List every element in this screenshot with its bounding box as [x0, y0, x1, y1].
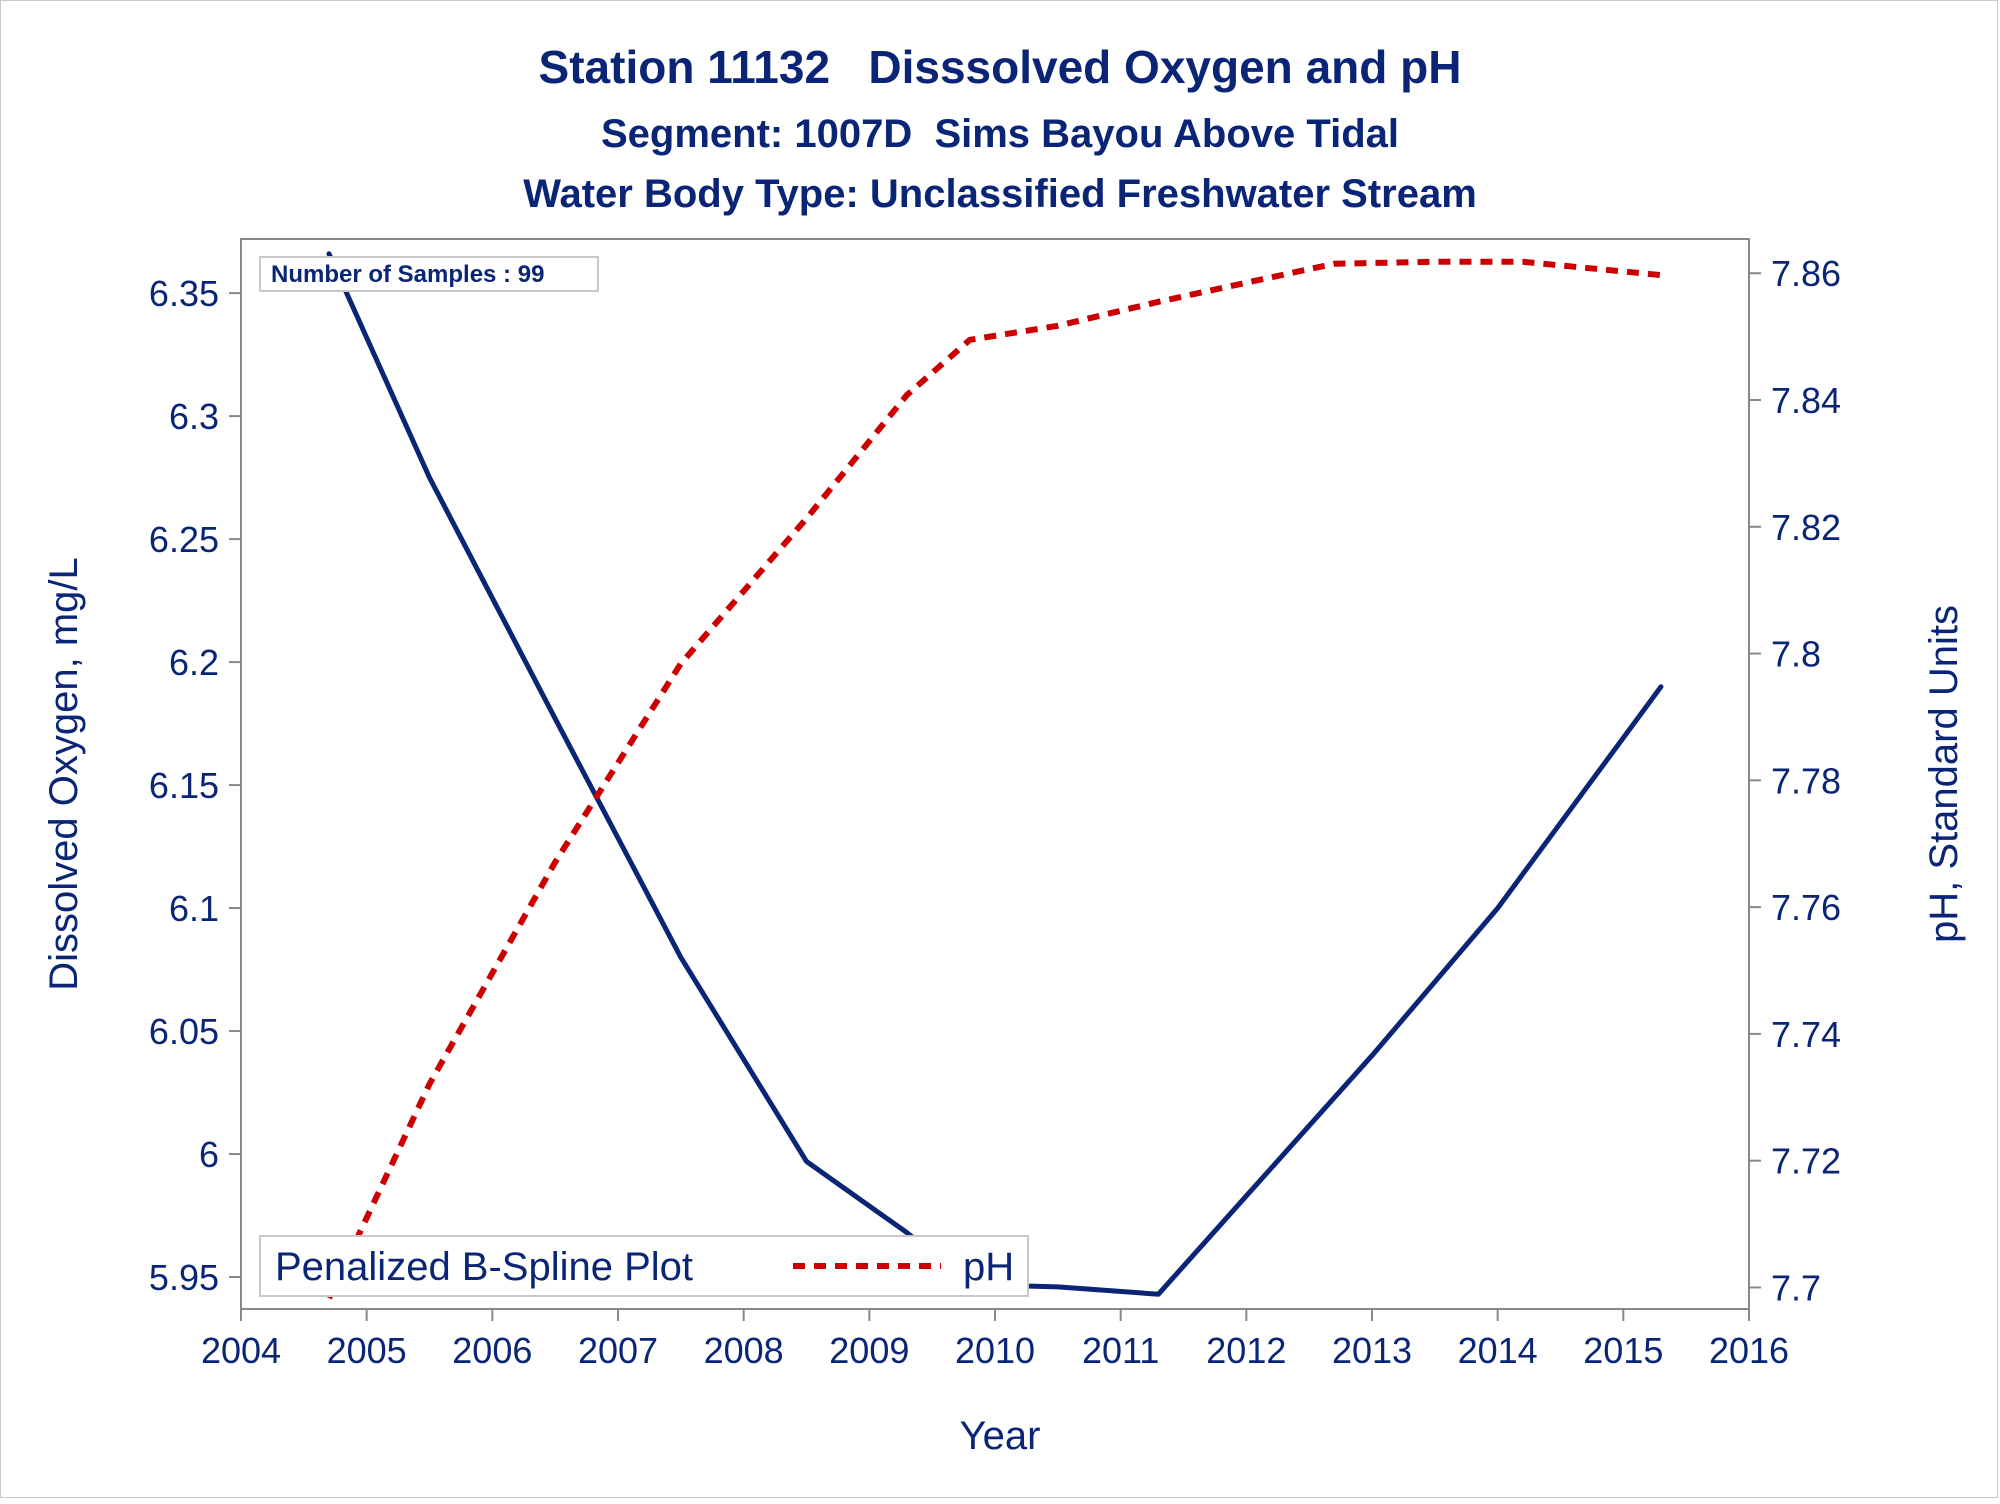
y-tick-label: 6.25 — [149, 519, 219, 560]
plot-area — [240, 238, 1750, 1310]
y2-tick-label: 7.8 — [1771, 634, 1821, 675]
y-tick-label: 6.1 — [169, 888, 219, 929]
y2-tick-label: 7.84 — [1771, 380, 1841, 421]
x-tick-label: 2012 — [1206, 1330, 1286, 1371]
legend-ph-label: pH — [963, 1245, 1014, 1289]
sample-count-box: Number of Samples : 99 — [259, 256, 599, 292]
y2-tick-label: 7.72 — [1771, 1141, 1841, 1182]
y-tick-label: 6.35 — [149, 273, 219, 314]
y2-tick-label: 7.86 — [1771, 253, 1841, 294]
y-tick-label: 6.3 — [169, 396, 219, 437]
y-axis-label: Dissolved Oxygen, mg/L — [42, 557, 86, 991]
ph-series-line — [326, 258, 1662, 1300]
x-tick-label: 2008 — [704, 1330, 784, 1371]
y2-tick-label: 7.82 — [1771, 507, 1841, 548]
y2-axis-label: pH, Standard Units — [1922, 605, 1966, 943]
y-axis-left: 5.95 6 6.05 6.1 6.15 6.2 6.25 6.3 6.35 — [149, 273, 241, 1298]
y-tick-label: 6.05 — [149, 1011, 219, 1052]
y-tick-label: 6.2 — [169, 642, 219, 683]
y2-tick-label: 7.7 — [1771, 1267, 1821, 1308]
chart-subtitle: Segment: 1007D Sims Bayou Above Tidal — [601, 112, 1399, 156]
x-axis-label: Year — [960, 1414, 1041, 1458]
y-tick-label: 6 — [199, 1134, 219, 1175]
y2-tick-label: 7.74 — [1771, 1014, 1841, 1055]
x-tick-label: 2010 — [955, 1330, 1035, 1371]
x-axis: 2004 2005 2006 2007 2008 2009 2010 2011 2012 2013… — [201, 1309, 1789, 1371]
x-tick-label: 2005 — [327, 1330, 407, 1371]
y2-tick-label: 7.78 — [1771, 760, 1841, 801]
x-tick-label: 2009 — [829, 1330, 909, 1371]
y-tick-label: 5.95 — [149, 1257, 219, 1298]
dissolved-oxygen-series-line — [326, 251, 1664, 1297]
series-layer — [326, 251, 1664, 1300]
chart-title: Station 11132 Disssolved Oxygen and pH — [539, 41, 1462, 93]
chart-subtitle-2: Water Body Type: Unclassified Freshwater… — [523, 172, 1477, 216]
x-tick-label: 2007 — [578, 1330, 658, 1371]
x-tick-label: 2013 — [1332, 1330, 1412, 1371]
legend: Penalized B-Spline Plot pH — [259, 1235, 1029, 1297]
y-axis-right: 7.7 7.72 7.74 7.76 7.78 7.8 7.82 7.84 7.86 — [1749, 253, 1841, 1308]
x-tick-label: 2015 — [1583, 1330, 1663, 1371]
x-tick-label: 2011 — [1082, 1330, 1159, 1371]
x-tick-label: 2006 — [452, 1330, 532, 1371]
x-tick-label: 2004 — [201, 1330, 281, 1371]
sample-count-frame — [259, 256, 599, 292]
sample-count-label: Number of Samples : 99 — [271, 261, 544, 288]
legend-title: Penalized B-Spline Plot — [275, 1245, 693, 1289]
x-tick-label: 2016 — [1709, 1330, 1789, 1371]
y-tick-label: 6.15 — [149, 765, 219, 806]
x-tick-label: 2014 — [1458, 1330, 1538, 1371]
y2-tick-label: 7.76 — [1771, 887, 1841, 928]
